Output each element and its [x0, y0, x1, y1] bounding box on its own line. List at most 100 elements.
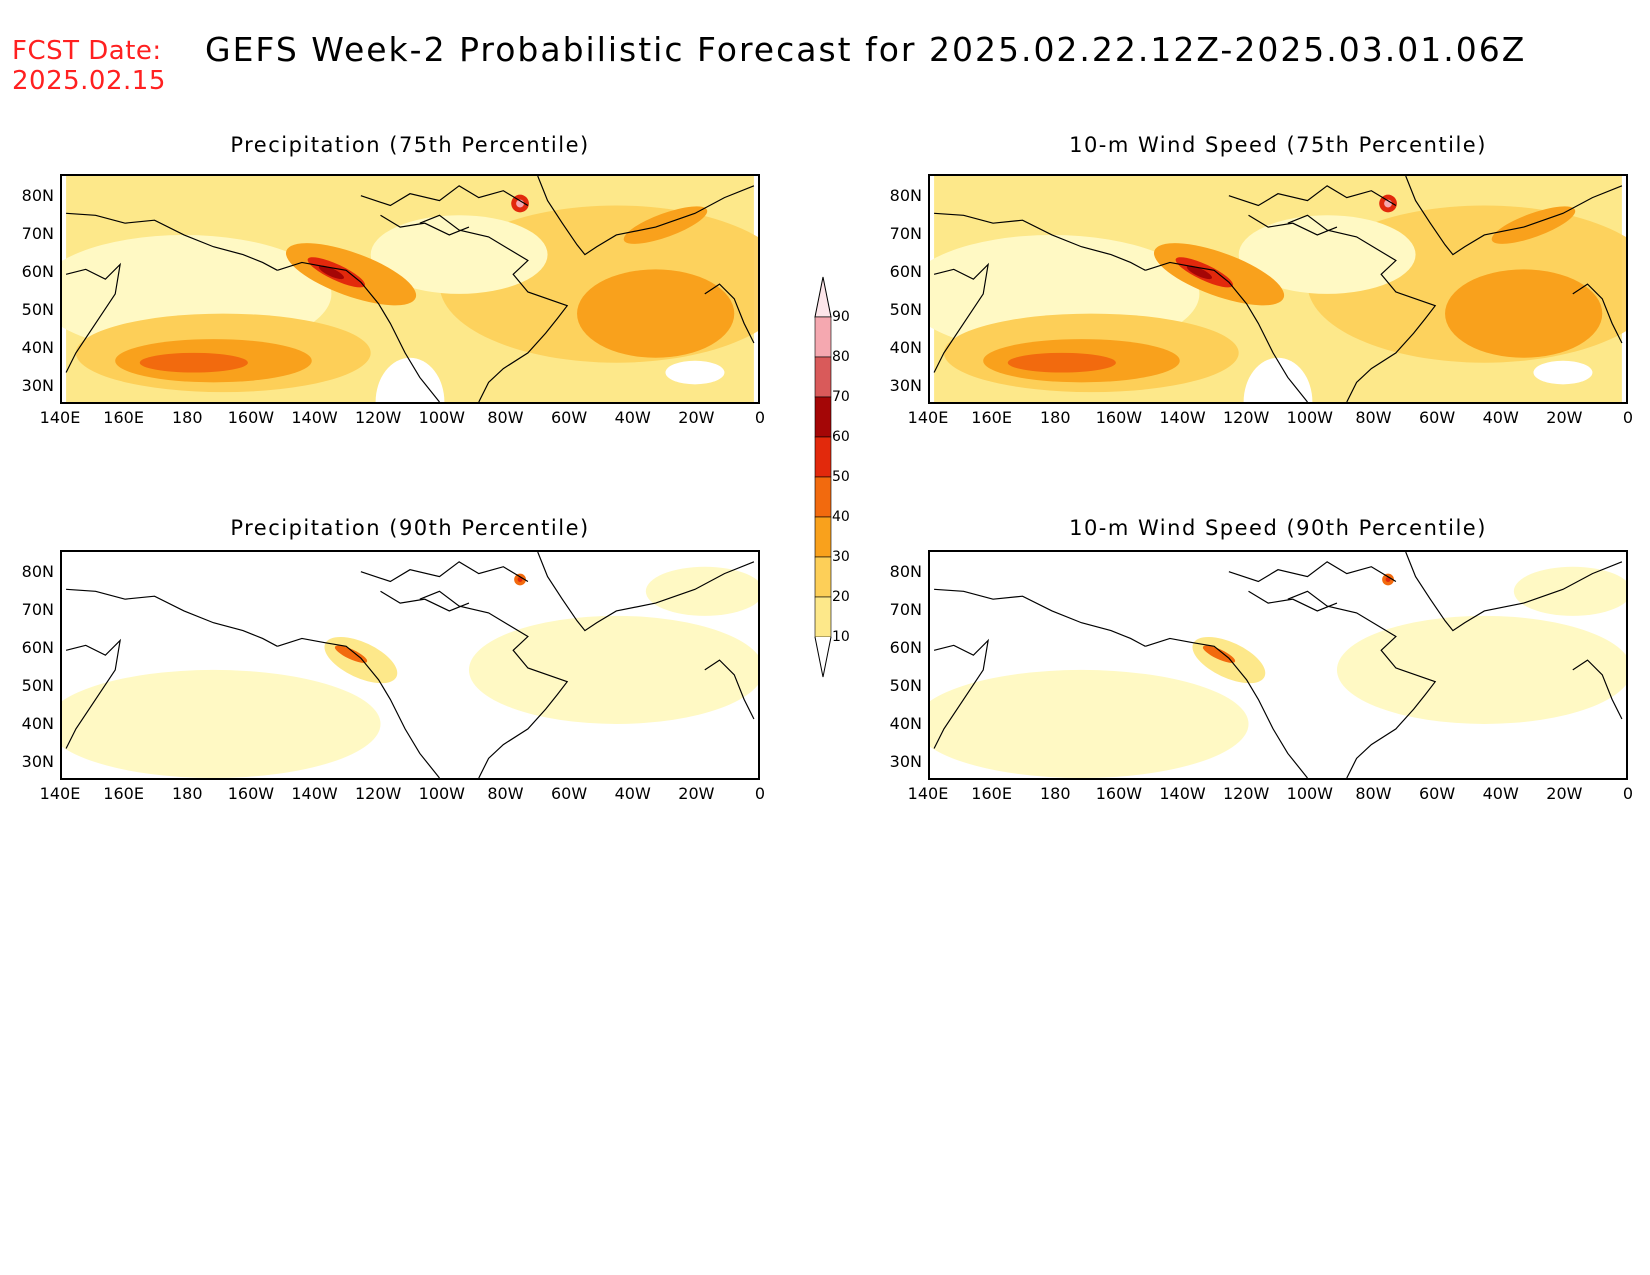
color-bar-label: 90 — [832, 309, 850, 325]
lat-label: 70N — [889, 600, 922, 619]
lon-label: 140W — [291, 784, 338, 803]
lon-label: 180 — [1039, 784, 1071, 803]
lon-label: 160E — [971, 784, 1012, 803]
panel-title-precip75: Precipitation (75th Percentile) — [230, 133, 590, 157]
lon-label: 100W — [418, 408, 465, 427]
lat-label: 40N — [889, 338, 922, 357]
lon-label: 0 — [1622, 408, 1634, 427]
color-bar-label: 50 — [832, 469, 850, 485]
lon-label: 80W — [487, 784, 524, 803]
lon-label: 100W — [1286, 408, 1333, 427]
lon-label: 100W — [1286, 784, 1333, 803]
lon-label: 140W — [291, 408, 338, 427]
lon-label: 140E — [39, 408, 81, 427]
lat-label: 80N — [21, 186, 54, 205]
lat-label: 80N — [21, 562, 54, 581]
forecast-date: FCST Date: 2025.02.15 — [12, 36, 166, 96]
map-precip75 — [60, 174, 760, 404]
color-bar-segment — [814, 436, 832, 478]
color-bar-label: 40 — [832, 509, 850, 525]
forecast-date-label: FCST Date: — [12, 36, 162, 66]
color-bar-label: 60 — [832, 429, 850, 445]
lon-label: 120W — [1222, 784, 1270, 803]
lon-label: 60W — [550, 784, 588, 803]
lon-label: 140E — [907, 784, 949, 803]
color-bar-segment — [814, 316, 832, 358]
lat-label: 50N — [21, 300, 54, 319]
lat-label: 30N — [889, 376, 922, 395]
lon-label: 0 — [1622, 784, 1634, 803]
lat-label: 80N — [889, 186, 922, 205]
lon-label: 120W — [354, 408, 402, 427]
lat-label: 60N — [21, 638, 54, 657]
lat-label: 40N — [889, 714, 922, 733]
lon-label: 80W — [487, 408, 524, 427]
color-bar-segment — [814, 356, 832, 398]
lon-label: 60W — [550, 408, 588, 427]
panel-title-precip90: Precipitation (90th Percentile) — [230, 516, 590, 540]
lon-label: 180 — [1039, 408, 1071, 427]
lon-label: 20W — [678, 784, 715, 803]
lat-label: 70N — [21, 224, 54, 243]
map-precip90 — [60, 550, 760, 780]
color-bar-label: 80 — [832, 349, 850, 365]
lon-label: 20W — [1546, 408, 1583, 427]
lat-label: 30N — [21, 752, 54, 771]
panel-title-wind75: 10-m Wind Speed (75th Percentile) — [1069, 133, 1487, 157]
lat-label: 40N — [21, 714, 54, 733]
lon-label: 140E — [907, 408, 949, 427]
color-bar-segment — [814, 396, 832, 438]
lon-label: 180 — [171, 408, 203, 427]
lon-label: 140W — [1159, 784, 1206, 803]
lon-label: 40W — [1482, 784, 1519, 803]
lon-label: 0 — [754, 408, 766, 427]
color-bar-top-arrow — [814, 276, 832, 318]
lat-label: 60N — [889, 262, 922, 281]
lon-label: 60W — [1418, 784, 1456, 803]
lon-label: 180 — [171, 784, 203, 803]
map-wind75 — [928, 174, 1628, 404]
lon-label: 20W — [1546, 784, 1583, 803]
lon-label: 160W — [227, 408, 275, 427]
lon-label: 120W — [354, 784, 402, 803]
lon-label: 80W — [1355, 408, 1392, 427]
lon-label: 40W — [614, 784, 651, 803]
lon-label: 140E — [39, 784, 81, 803]
lat-label: 70N — [21, 600, 54, 619]
lon-label: 40W — [1482, 408, 1519, 427]
color-bar-segment — [814, 476, 832, 518]
lat-label: 50N — [889, 676, 922, 695]
lat-label: 50N — [889, 300, 922, 319]
color-bar-bottom-arrow — [814, 636, 832, 678]
color-bar-label: 30 — [832, 549, 850, 565]
lat-label: 30N — [889, 752, 922, 771]
color-bar-label: 70 — [832, 389, 850, 405]
lon-label: 160E — [103, 784, 144, 803]
lat-label: 80N — [889, 562, 922, 581]
lon-label: 40W — [614, 408, 651, 427]
lon-label: 160W — [227, 784, 275, 803]
lat-label: 40N — [21, 338, 54, 357]
page-title: GEFS Week-2 Probabilistic Forecast for 2… — [205, 30, 1527, 69]
color-bar-segment — [814, 516, 832, 558]
color-bar-segment — [814, 596, 832, 638]
lon-label: 80W — [1355, 784, 1392, 803]
lon-label: 20W — [678, 408, 715, 427]
lat-label: 30N — [21, 376, 54, 395]
lon-label: 100W — [418, 784, 465, 803]
lat-label: 60N — [889, 638, 922, 657]
color-bar-label: 10 — [832, 629, 850, 645]
lon-label: 160W — [1095, 784, 1143, 803]
color-bar-segment — [814, 556, 832, 598]
color-bar-label: 20 — [832, 589, 850, 605]
lat-label: 60N — [21, 262, 54, 281]
lon-label: 60W — [1418, 408, 1456, 427]
lon-label: 160W — [1095, 408, 1143, 427]
lon-label: 160E — [971, 408, 1012, 427]
lon-label: 160E — [103, 408, 144, 427]
lat-label: 50N — [21, 676, 54, 695]
forecast-date-value: 2025.02.15 — [12, 66, 166, 96]
panel-title-wind90: 10-m Wind Speed (90th Percentile) — [1069, 516, 1487, 540]
lon-label: 0 — [754, 784, 766, 803]
color-bar — [814, 276, 832, 678]
